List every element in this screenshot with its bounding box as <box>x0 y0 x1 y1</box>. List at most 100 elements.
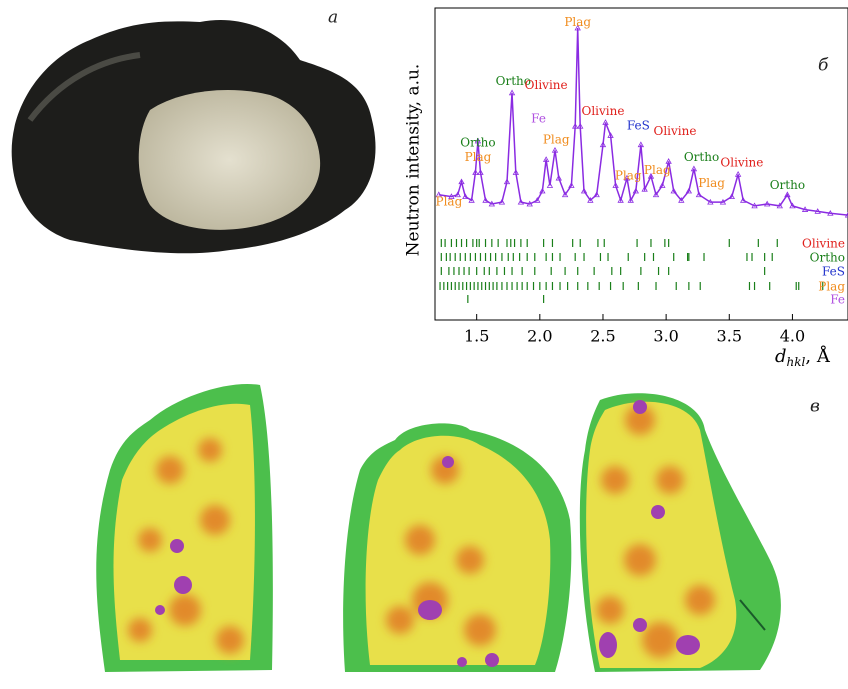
phase-label: Olivine <box>802 237 845 251</box>
peak-label: Ortho <box>460 135 495 149</box>
data-point <box>652 191 660 198</box>
data-point <box>498 198 506 205</box>
data-point <box>690 165 698 172</box>
data-point <box>719 198 727 205</box>
phase-label: Plag <box>818 280 845 294</box>
data-point <box>526 200 533 207</box>
profile-line <box>438 27 848 216</box>
data-point <box>542 156 550 162</box>
data-point <box>801 206 809 212</box>
data-point <box>659 182 666 188</box>
peak-label: Plag <box>543 133 570 147</box>
data-point <box>641 185 648 192</box>
data-point <box>814 208 821 214</box>
peak-label: Ortho <box>684 150 719 164</box>
phase-label: FeS <box>822 265 845 279</box>
data-point <box>617 196 624 203</box>
data-point <box>599 141 607 148</box>
peak-label: Ortho <box>496 74 531 88</box>
data-point <box>784 191 791 198</box>
data-point <box>539 187 546 194</box>
data-point <box>572 122 579 129</box>
data-point <box>751 202 758 209</box>
x-tick-label: 3.5 <box>717 327 742 346</box>
x-tick-label: 3.0 <box>653 327 678 346</box>
data-point <box>580 187 588 194</box>
data-point <box>555 174 562 181</box>
data-point <box>685 187 693 194</box>
peak-label: Plag <box>436 195 463 209</box>
data-point <box>574 24 581 31</box>
meteorite-photo <box>11 19 376 254</box>
x-axis-label: dhkl, Å <box>775 345 831 369</box>
data-point <box>612 182 619 188</box>
x-tick-label: 4.0 <box>780 327 805 346</box>
data-point <box>488 200 496 207</box>
peak-label: Olivine <box>525 78 568 92</box>
data-point <box>707 198 714 205</box>
x-tick-label: 2.5 <box>590 327 615 346</box>
data-point <box>477 169 484 175</box>
data-point <box>474 137 482 144</box>
panel-label: б <box>818 56 829 76</box>
peak-label: FeS <box>627 119 650 133</box>
phase-label: Fe <box>830 293 845 307</box>
peak-label: Plag <box>698 176 725 190</box>
plot-frame <box>434 7 848 321</box>
data-point <box>508 89 516 96</box>
data-point <box>482 196 489 203</box>
data-point <box>472 169 479 175</box>
data-point <box>728 193 735 199</box>
data-point <box>827 209 834 216</box>
data-point <box>670 187 677 194</box>
data-point <box>551 146 559 153</box>
peak-label: Olivine <box>581 104 624 118</box>
data-point <box>568 182 575 188</box>
neutron-maps <box>96 384 781 672</box>
peak-label: Olivine <box>653 124 696 138</box>
data-point <box>627 196 634 203</box>
data-point <box>739 196 747 203</box>
peak-label: Ortho <box>770 178 805 192</box>
data-point <box>512 169 520 175</box>
x-tick-label: 2.0 <box>527 327 552 346</box>
data-point <box>577 122 584 129</box>
data-point <box>435 191 442 198</box>
data-point <box>593 191 600 198</box>
data-point <box>844 211 848 218</box>
peak-label: Plag <box>465 150 492 164</box>
data-point <box>468 196 475 203</box>
panel-label: а <box>328 8 338 28</box>
data-point <box>534 196 541 203</box>
data-point <box>503 178 511 185</box>
data-point <box>637 141 645 148</box>
data-point <box>587 196 594 203</box>
peak-label: Plag <box>615 169 642 183</box>
data-point <box>448 193 455 199</box>
peak-label: Plag <box>564 15 591 29</box>
data-point <box>647 172 655 179</box>
data-point <box>789 202 796 209</box>
data-point <box>517 198 525 205</box>
peak-label: Olivine <box>720 156 763 170</box>
data-point <box>561 191 569 198</box>
data-point <box>458 178 465 185</box>
data-point <box>678 196 685 203</box>
data-point <box>665 158 672 164</box>
data-point <box>602 119 609 125</box>
peak-label: Plag <box>644 163 671 177</box>
data-point <box>607 132 614 138</box>
data-point <box>623 174 631 181</box>
data-point <box>632 187 639 194</box>
data-point <box>462 193 469 199</box>
data-point <box>695 191 703 198</box>
peak-label: Fe <box>531 111 546 125</box>
data-point <box>454 191 461 198</box>
data-point <box>763 200 771 207</box>
data-point <box>734 171 742 177</box>
x-tick-label: 1.5 <box>464 327 489 346</box>
data-point <box>546 182 554 188</box>
phase-label: Ortho <box>810 251 845 265</box>
data-point <box>776 202 783 209</box>
